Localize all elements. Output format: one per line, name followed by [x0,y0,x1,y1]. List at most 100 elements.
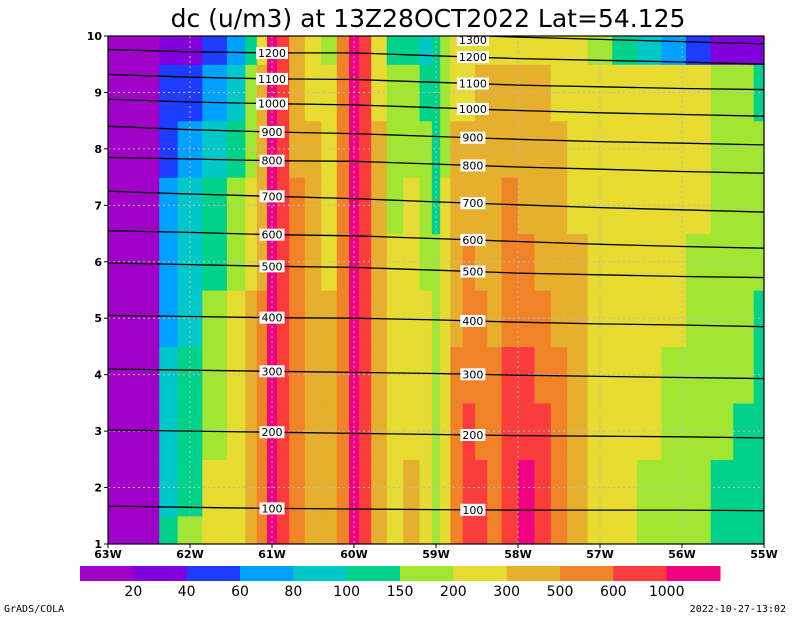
heatmap-cell [371,36,388,65]
contour-label: 700 [262,190,283,203]
heatmap-cell [289,233,306,291]
colorbar-label: 300 [493,584,520,600]
x-tick-label: 59W [422,548,449,561]
heatmap-cell [440,36,451,65]
contour-label-bg [259,228,285,241]
heatmap-cell [419,515,433,544]
contour-label-bg [460,197,486,210]
heatmap-cell [108,36,125,65]
colorbar-swatch [453,566,508,581]
heatmap-cell [440,233,451,291]
contour-label: 800 [462,159,483,172]
heatmap-cell [386,515,404,544]
heatmap-cell [518,459,535,517]
heatmap-cell [226,290,246,348]
contour-label: 400 [462,315,483,328]
heatmap-cell [431,36,441,65]
heatmap-cell [108,459,125,517]
contour-label-bg [460,159,486,172]
contour-line-400 [108,314,764,328]
contour-label: 900 [462,132,483,145]
heatmap-cell [403,177,421,235]
heatmap-cell [226,120,246,178]
heatmap-cell [753,36,764,65]
heatmap-cell [419,120,433,178]
heatmap-cell [431,177,441,235]
heatmap-cell [124,346,148,404]
heatmap-cell [534,36,552,65]
contour-label-bg [460,314,486,327]
heatmap-cell [534,64,552,122]
heatmap-cell [686,515,712,544]
heatmap-cell [518,233,535,291]
y-tick-label: 6 [94,256,102,269]
colorbar-swatch [560,566,614,581]
heatmap-cell [108,64,125,122]
heatmap-cell [534,515,552,544]
heatmap-cell [403,346,421,404]
heatmap-cell [567,402,589,460]
contour-label-bg [259,502,285,515]
heatmap-cell [440,515,451,544]
heatmap-cell [108,120,125,178]
heatmap-cell [124,120,148,178]
heatmap-cell [108,290,125,348]
colorbar-swatch [506,566,561,581]
x-tick-label: 61W [258,548,285,561]
heatmap-cell [304,36,322,65]
heatmap-cell [661,515,687,544]
heatmap-cell [202,36,228,65]
heatmap-cell [636,515,663,544]
contour-label: 100 [462,504,483,517]
heatmap-cell [226,177,246,235]
contour-line-1300 [466,36,764,45]
heatmap-cell [108,177,125,235]
y-tick-label: 3 [94,425,102,438]
contour-label: 300 [462,368,483,381]
heatmap-cell [567,177,589,235]
heatmap-cell [431,346,441,404]
heatmap-cell [450,233,464,291]
contour-label-bg [456,102,489,115]
heatmap-cell [358,36,372,65]
contour-label-bg [456,36,489,46]
heatmap-cell [534,120,552,178]
heatmap-cell [289,459,306,517]
y-tick-label: 8 [94,143,102,156]
heatmap-cell [245,515,258,544]
heatmap-cell [487,36,503,65]
heatmap-cell [245,64,258,122]
heatmap-cell [124,402,148,460]
contour-label-bg [456,51,489,64]
contour-label-bg [456,77,489,90]
heatmap-cell [440,346,451,404]
colorbar-label: 80 [284,584,302,600]
x-tick-label: 60W [340,548,367,561]
heatmap-cell [419,233,433,291]
heatmap-cell [501,36,519,65]
heatmap-cell [518,515,535,544]
heatmap-cell [419,402,433,460]
heatmap-cell [440,290,451,348]
heatmap-cell [567,36,589,65]
contour-label: 100 [262,502,283,515]
heatmap-cell [534,290,552,348]
heatmap-cell [710,290,734,348]
colorbar-swatch [400,566,454,581]
contour-label: 1100 [459,78,487,91]
heatmap-cell [358,233,372,291]
heatmap-cell [124,515,148,544]
contour-label: 500 [462,266,483,279]
heatmap-cell [226,346,246,404]
heatmap-cell [567,346,589,404]
heatmap-cell [289,402,306,460]
contour-label-bg [460,503,486,516]
heatmap-cell [567,64,589,122]
contour-label: 1300 [459,34,487,47]
contour-label-bg [256,97,288,110]
heatmap-cell [108,346,125,404]
heatmap-cell [567,459,589,517]
contour-line-1100 [108,73,764,91]
heatmap-cell [450,459,464,517]
heatmap-cell [518,120,535,178]
